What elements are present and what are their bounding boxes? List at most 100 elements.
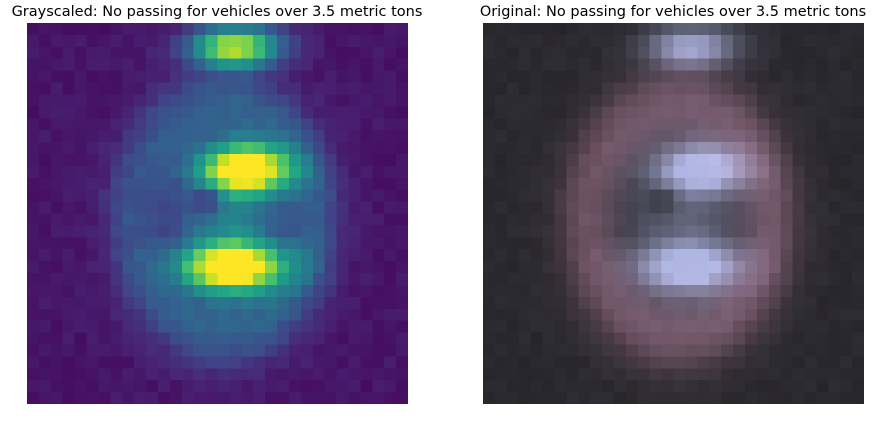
grayscale-pixel — [62, 273, 75, 285]
grayscale-pixel — [312, 70, 325, 83]
original-pixel — [756, 273, 769, 285]
grayscale-pixel — [360, 308, 373, 321]
original-pixel — [744, 58, 757, 71]
original-pixel — [542, 70, 555, 83]
grayscale-pixel — [193, 118, 206, 131]
original-pixel — [852, 249, 864, 262]
grayscale-pixel — [277, 344, 289, 357]
grayscale-pixel — [288, 130, 301, 143]
original-pixel — [590, 237, 603, 250]
original-pixel — [530, 70, 543, 83]
original-pixel — [613, 320, 626, 333]
original-pixel — [566, 142, 579, 154]
grayscale-pixel — [169, 249, 182, 262]
original-pixel — [840, 261, 853, 274]
grayscale-pixel — [193, 177, 206, 190]
grayscale-pixel — [288, 153, 301, 166]
original-pixel — [840, 392, 853, 404]
grayscale-pixel — [86, 70, 99, 83]
original-pixel — [649, 308, 662, 321]
grayscale-pixel — [300, 46, 313, 59]
original-pixel — [530, 106, 543, 119]
grayscale-pixel — [384, 320, 397, 333]
original-pixel — [685, 225, 698, 238]
original-pixel — [530, 261, 543, 274]
grayscale-pixel — [110, 70, 123, 83]
original-pixel — [554, 332, 567, 345]
original-pixel — [518, 296, 531, 309]
original-pixel — [673, 142, 686, 154]
original-pixel — [804, 34, 817, 47]
original-pixel — [625, 201, 638, 214]
original-pixel — [673, 380, 686, 393]
grayscale-pixel — [253, 368, 266, 381]
original-pixel — [709, 249, 722, 262]
original-pixel — [530, 332, 543, 345]
original-pixel — [661, 344, 674, 357]
grayscale-pixel — [324, 58, 337, 71]
original-pixel — [685, 70, 698, 83]
original-pixel — [530, 320, 543, 333]
grayscale-pixel — [241, 392, 254, 404]
grayscale-pixel — [62, 70, 75, 83]
original-pixel — [590, 106, 603, 119]
grayscale-pixel — [312, 165, 325, 178]
original-pixel — [578, 46, 591, 59]
grayscale-pixel — [27, 153, 39, 166]
grayscale-pixel — [288, 118, 301, 131]
original-pixel — [721, 392, 734, 404]
grayscale-pixel — [181, 368, 194, 381]
original-pixel — [637, 58, 650, 71]
grayscale-pixel — [62, 284, 75, 297]
original-pixel — [602, 118, 614, 131]
original-pixel — [554, 284, 567, 297]
original-pixel — [506, 332, 519, 345]
grayscale-pixel — [253, 142, 266, 154]
grayscale-pixel — [134, 118, 147, 131]
grayscale-pixel — [324, 189, 337, 202]
grayscale-pixel — [86, 332, 99, 345]
grayscale-pixel — [372, 392, 385, 404]
original-pixel — [637, 261, 650, 274]
original-pixel — [685, 356, 698, 369]
original-pixel — [506, 296, 519, 309]
grayscale-pixel — [217, 23, 230, 35]
grayscale-pixel — [324, 344, 337, 357]
original-pixel — [744, 368, 757, 381]
grayscale-pixel — [122, 261, 135, 274]
original-pixel — [756, 165, 769, 178]
original-pixel — [590, 261, 603, 274]
grayscale-pixel — [146, 165, 158, 178]
grayscale-pixel — [396, 94, 408, 107]
original-pixel — [613, 344, 626, 357]
grayscale-pixel — [253, 82, 266, 95]
grayscale-pixel — [265, 296, 278, 309]
original-pixel — [792, 380, 805, 393]
grayscale-pixel — [98, 142, 111, 154]
grayscale-pixel — [146, 308, 158, 321]
grayscale-pixel — [157, 392, 170, 404]
original-pixel — [768, 356, 781, 369]
grayscale-pixel — [181, 392, 194, 404]
grayscale-pixel — [348, 142, 361, 154]
grayscale-pixel — [384, 82, 397, 95]
grayscale-pixel — [336, 189, 349, 202]
original-pixel — [685, 380, 698, 393]
original-pixel — [494, 94, 507, 107]
grayscale-pixel — [134, 130, 147, 143]
grayscale-pixel — [300, 70, 313, 83]
grayscale-pixel — [384, 34, 397, 47]
original-pixel — [566, 82, 579, 95]
original-pixel — [709, 189, 722, 202]
original-pixel — [578, 23, 591, 35]
grayscale-pixel — [74, 118, 87, 131]
original-pixel — [530, 94, 543, 107]
original-pixel — [685, 249, 698, 262]
original-pixel — [625, 392, 638, 404]
original-pixel — [530, 308, 543, 321]
grayscale-pixel — [205, 284, 218, 297]
grayscale-pixel — [122, 213, 135, 226]
grayscale-pixel — [384, 237, 397, 250]
original-pixel — [697, 320, 710, 333]
grayscale-pixel — [396, 70, 408, 83]
